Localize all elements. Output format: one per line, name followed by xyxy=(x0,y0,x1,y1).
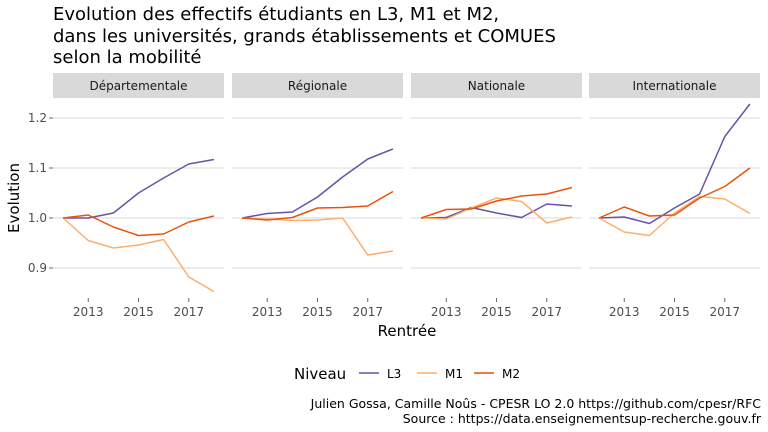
y-tick-label-3: 1.2 xyxy=(28,111,47,125)
chart-title-line-3: selon la mobilité xyxy=(53,47,202,68)
legend-label-m2: M2 xyxy=(502,367,520,381)
series-line-internationale-m1 xyxy=(598,195,751,237)
facet-label-0: Départementale xyxy=(89,79,187,93)
chart-title: Evolution des effectifs étudiants en L3,… xyxy=(53,4,556,69)
facet-strip-3 xyxy=(589,73,760,98)
chart-title-line-2: dans les universités, grands établisseme… xyxy=(53,25,556,47)
x-tick-label-3-2: 2017 xyxy=(710,305,741,319)
facet-strip-0 xyxy=(53,73,224,98)
y-tick-label-0: 0.9 xyxy=(28,261,47,275)
x-axis-title: Rentrée xyxy=(378,322,437,340)
x-tick-label-1-2: 2017 xyxy=(353,305,384,319)
facet-label-1: Régionale xyxy=(288,79,347,93)
x-tick-label-0-2: 2017 xyxy=(174,305,205,319)
x-tick-label-2-1: 2015 xyxy=(481,305,512,319)
x-tick-label-2-0: 2013 xyxy=(431,305,462,319)
x-tick-label-1-1: 2015 xyxy=(302,305,333,319)
y-axis-title: Evolution xyxy=(5,163,23,233)
series-line-nationale-l3 xyxy=(421,203,572,219)
series-line-internationale-m2 xyxy=(598,167,751,219)
series-line-nationale-m1 xyxy=(421,197,573,224)
y-tick-label-2: 1.1 xyxy=(28,161,47,175)
series-line-régionale-m2 xyxy=(242,190,394,221)
caption-source: Source : https://data.enseignementsup-re… xyxy=(402,411,761,426)
legend-label-l3: L3 xyxy=(387,367,401,381)
series-line-internationale-l3 xyxy=(599,103,751,225)
facet-label-2: Nationale xyxy=(468,79,525,93)
series-line-régionale-l3 xyxy=(241,148,394,219)
facet-strip-2 xyxy=(411,73,582,98)
x-tick-label-0-0: 2013 xyxy=(73,305,104,319)
series-line-départementale-m1 xyxy=(62,217,215,293)
series-line-départementale-m2 xyxy=(63,214,215,237)
chart-title-line-1: Evolution des effectifs étudiants en L3,… xyxy=(53,4,500,25)
series-line-régionale-m1 xyxy=(242,217,394,256)
legend-title: Niveau xyxy=(294,365,346,383)
x-tick-label-0-1: 2015 xyxy=(123,305,154,319)
x-tick-label-1-0: 2013 xyxy=(252,305,283,319)
series-line-nationale-m2 xyxy=(420,186,573,219)
series-line-départementale-l3 xyxy=(63,158,215,219)
x-tick-label-2-2: 2017 xyxy=(532,305,563,319)
x-tick-label-3-0: 2013 xyxy=(609,305,640,319)
facet-strip-1 xyxy=(232,73,403,98)
facet-label-3: Internationale xyxy=(633,79,717,93)
caption-credits: Julien Gossa, Camille Noûs - CPESR LO 2.… xyxy=(310,396,761,411)
legend-label-m1: M1 xyxy=(445,367,463,381)
x-tick-label-3-1: 2015 xyxy=(659,305,690,319)
y-tick-label-1: 1.0 xyxy=(28,211,47,225)
